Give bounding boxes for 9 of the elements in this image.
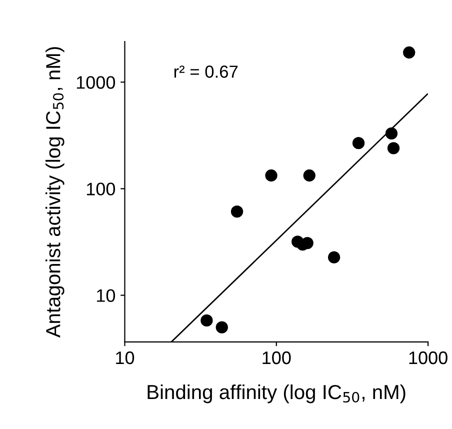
x-tick-label: 10 [116, 351, 134, 364]
x-tick-label: 1000 [409, 351, 448, 364]
y-axis-title: Antagonist activity (log IC$_{50}$, nM) [46, 47, 64, 338]
y-tick-label: 1000 [76, 76, 116, 89]
annotation: r² = 0.67 [174, 66, 238, 78]
y-tick-label: 100 [86, 182, 116, 196]
x-axis-title: Binding affinity (log IC$_{50}$, nM) [148, 384, 406, 404]
x-tick-label: 100 [262, 351, 291, 364]
y-tick-label: 10 [97, 289, 116, 302]
